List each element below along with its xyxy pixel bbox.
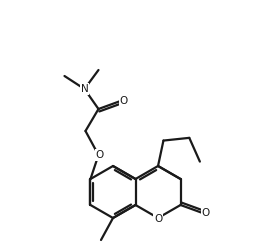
Text: O: O (201, 208, 210, 218)
Text: O: O (95, 150, 104, 160)
Text: N: N (81, 84, 88, 94)
Text: O: O (119, 96, 128, 106)
Text: O: O (119, 96, 128, 106)
Text: O: O (154, 214, 162, 224)
Text: O: O (95, 150, 104, 160)
Text: O: O (154, 214, 162, 224)
Text: N: N (81, 84, 88, 94)
Text: O: O (201, 208, 210, 218)
